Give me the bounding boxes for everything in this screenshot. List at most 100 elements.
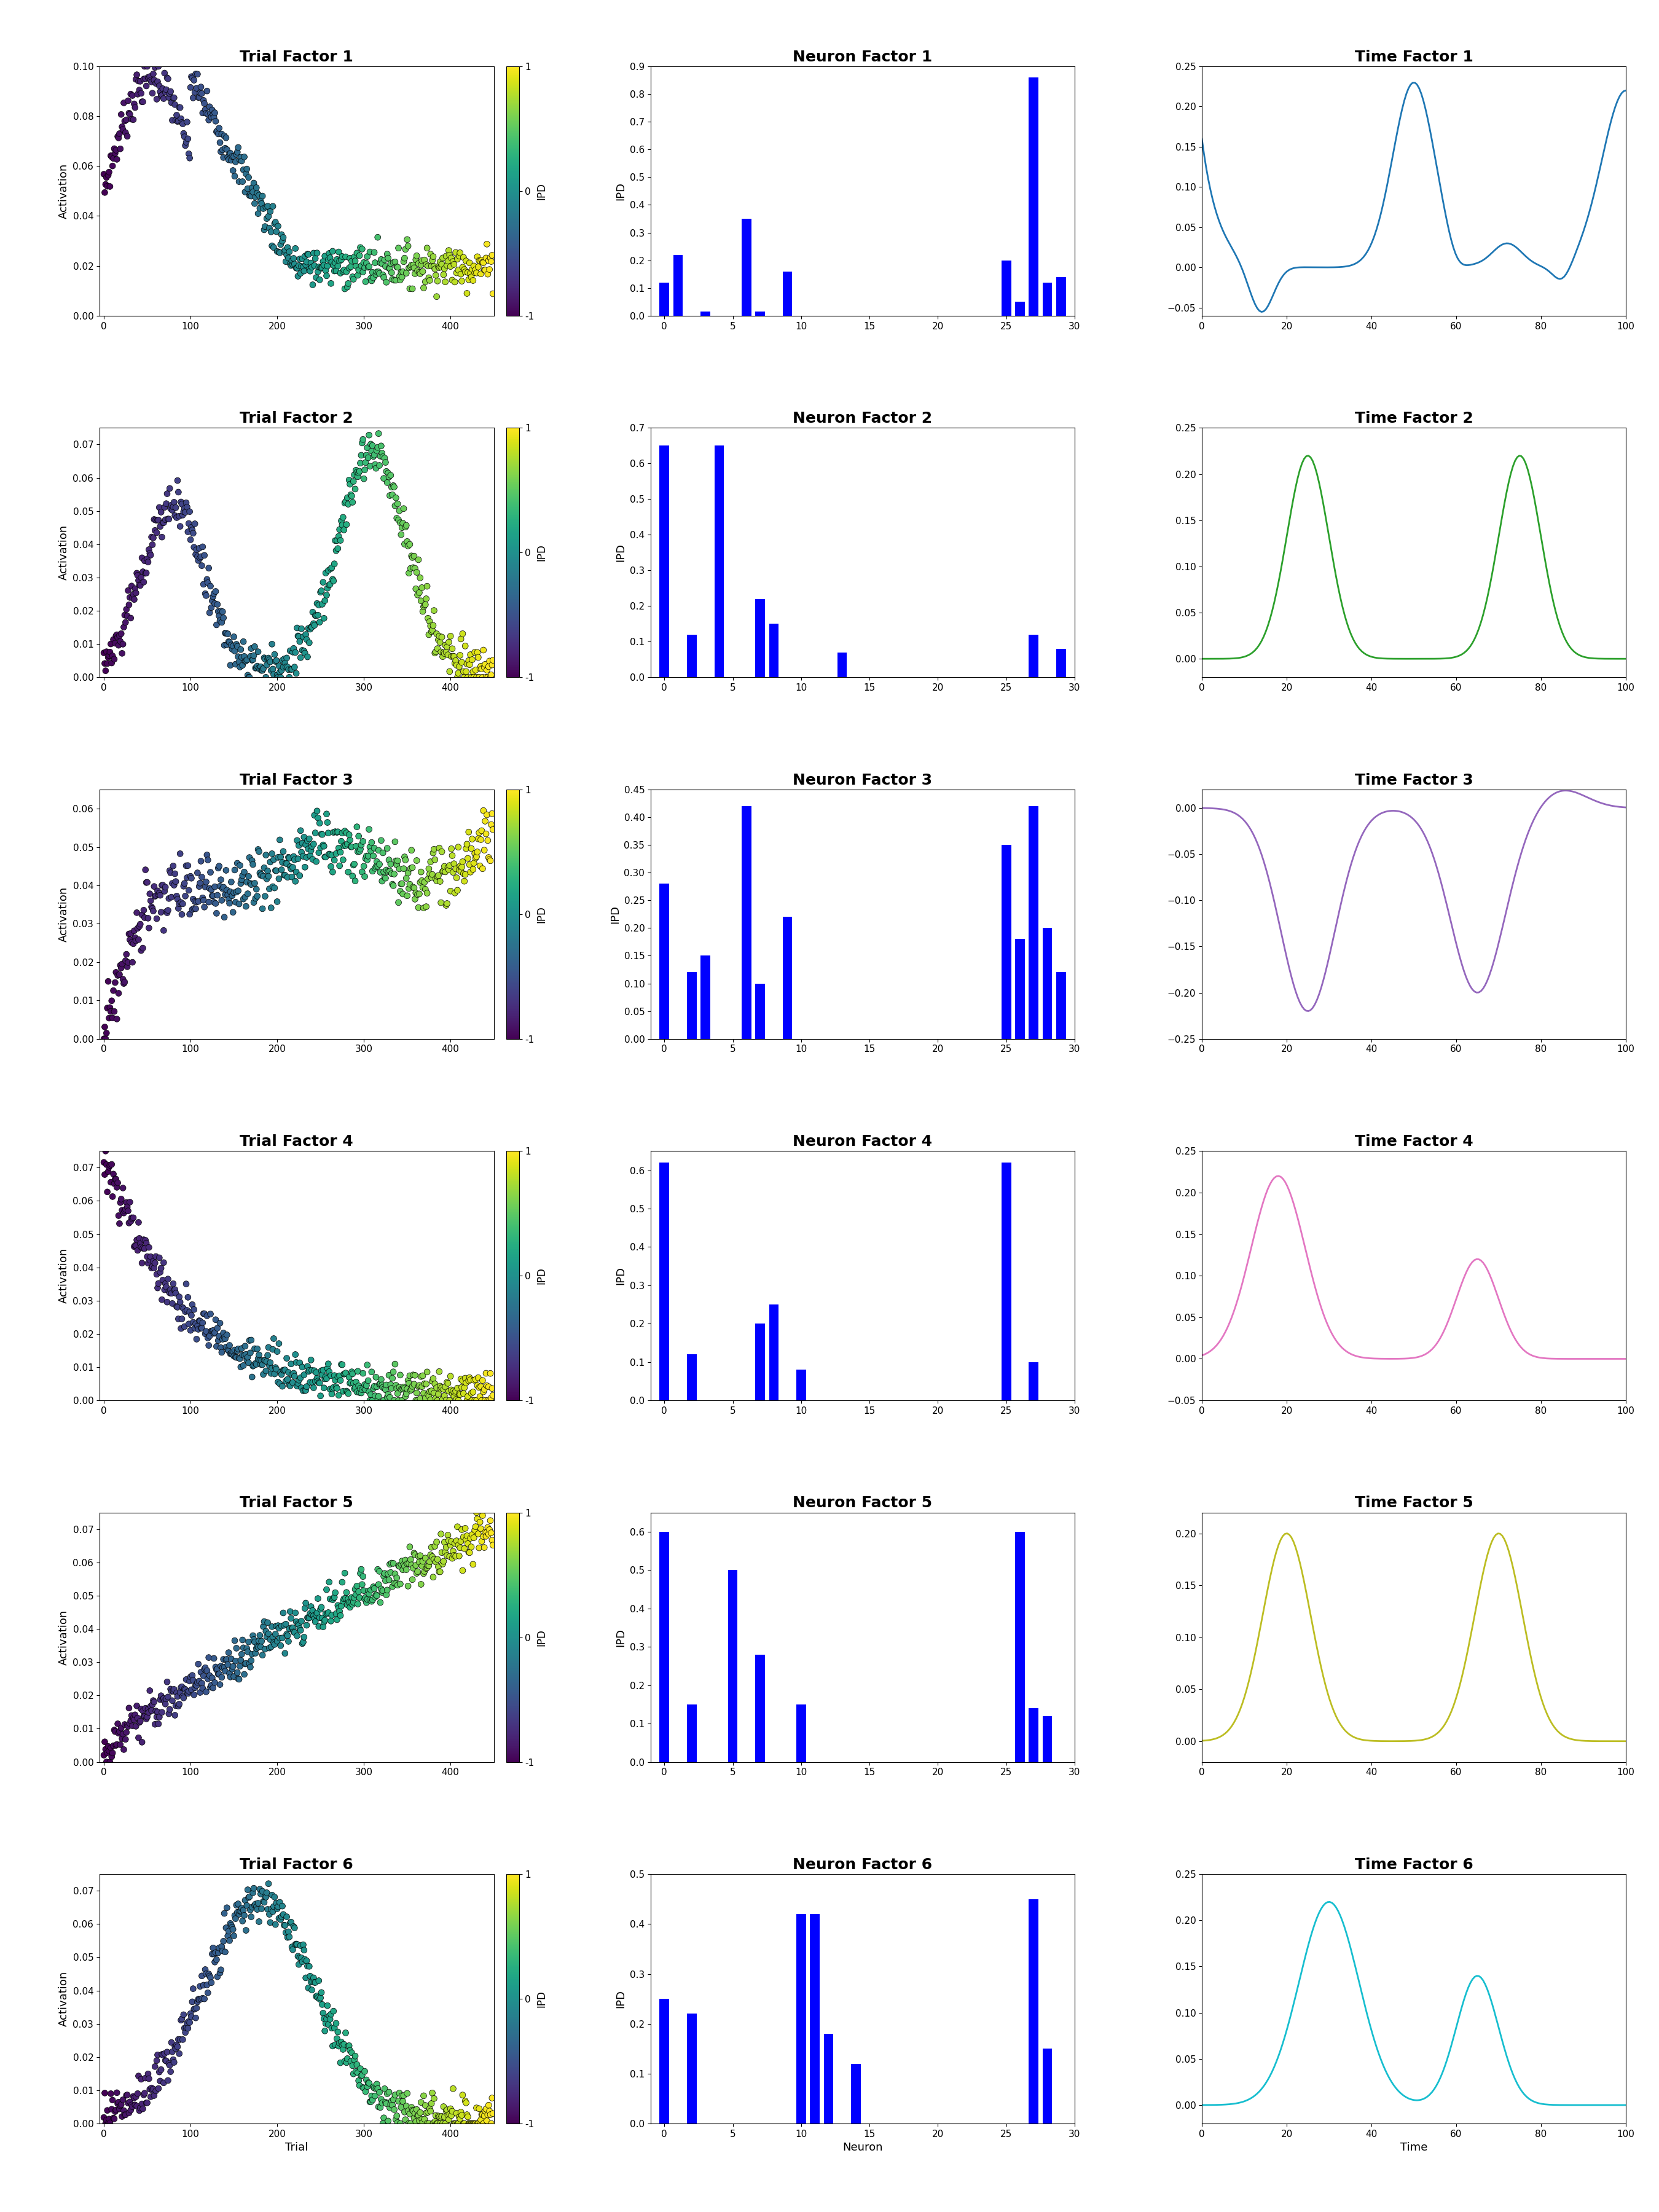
Point bbox=[390, 876, 416, 911]
Point bbox=[255, 1329, 282, 1365]
Point bbox=[236, 159, 262, 195]
Point bbox=[387, 852, 413, 887]
Point bbox=[335, 2028, 362, 2064]
Point bbox=[149, 2037, 176, 2073]
Point bbox=[322, 1358, 348, 1394]
Bar bbox=[1029, 77, 1039, 316]
Point bbox=[186, 1312, 212, 1347]
Point bbox=[133, 2086, 159, 2121]
Point bbox=[139, 1250, 166, 1285]
Point bbox=[410, 270, 436, 305]
Point bbox=[282, 1615, 309, 1650]
Point bbox=[443, 2095, 469, 2130]
Point bbox=[161, 1272, 187, 1307]
Point bbox=[353, 246, 380, 281]
Point bbox=[430, 1546, 456, 1582]
Point bbox=[469, 1374, 496, 1409]
Point bbox=[191, 883, 217, 918]
Point bbox=[159, 2042, 186, 2077]
Point bbox=[451, 1531, 478, 1566]
Point bbox=[328, 2028, 355, 2064]
Point bbox=[309, 1599, 335, 1635]
Point bbox=[232, 157, 259, 192]
Point bbox=[244, 175, 270, 210]
Point bbox=[406, 1380, 433, 1416]
Point bbox=[392, 2101, 418, 2137]
Point bbox=[443, 1374, 469, 1409]
Bar bbox=[1002, 261, 1010, 316]
Point bbox=[91, 1157, 118, 1192]
Point bbox=[280, 241, 307, 276]
Point bbox=[342, 1571, 368, 1606]
Point bbox=[390, 1553, 416, 1588]
Point bbox=[184, 1668, 211, 1703]
Point bbox=[212, 1933, 239, 1969]
Point bbox=[146, 502, 173, 538]
Point bbox=[285, 617, 312, 653]
Point bbox=[357, 2084, 383, 2119]
Point bbox=[383, 263, 410, 299]
Point bbox=[290, 1374, 317, 1409]
Point bbox=[158, 880, 184, 916]
Point bbox=[320, 1371, 347, 1407]
Point bbox=[176, 896, 202, 931]
Point bbox=[330, 1584, 357, 1619]
Point bbox=[91, 1736, 118, 1772]
Point bbox=[214, 1641, 241, 1677]
Point bbox=[428, 619, 455, 655]
Point bbox=[262, 1880, 289, 1916]
Point bbox=[418, 1531, 445, 1566]
Point bbox=[438, 241, 465, 276]
Point bbox=[100, 148, 126, 184]
Point bbox=[194, 843, 221, 878]
Point bbox=[299, 611, 325, 646]
Point bbox=[141, 2077, 168, 2112]
Point bbox=[128, 64, 154, 100]
Point bbox=[320, 814, 347, 849]
Point bbox=[333, 480, 360, 515]
Point bbox=[469, 633, 496, 668]
Point bbox=[428, 246, 455, 281]
Point bbox=[189, 95, 216, 131]
Point bbox=[471, 650, 498, 686]
Point bbox=[375, 1562, 401, 1597]
Point bbox=[101, 964, 128, 1000]
Point bbox=[289, 1604, 315, 1639]
Point bbox=[390, 2077, 416, 2112]
Point bbox=[161, 498, 187, 533]
Point bbox=[393, 509, 420, 544]
Point bbox=[307, 1593, 333, 1628]
Point bbox=[390, 254, 416, 290]
Point bbox=[95, 964, 121, 1000]
Point bbox=[327, 243, 353, 279]
Point bbox=[222, 646, 249, 681]
Point bbox=[186, 1982, 212, 2017]
Point bbox=[353, 838, 380, 874]
Point bbox=[171, 2011, 197, 2046]
Point bbox=[96, 637, 123, 672]
Point bbox=[337, 823, 363, 858]
Point bbox=[207, 1951, 234, 1986]
Point bbox=[264, 215, 290, 250]
Point bbox=[401, 1358, 428, 1394]
Point bbox=[383, 250, 410, 285]
Point bbox=[251, 639, 277, 675]
Point bbox=[297, 834, 324, 869]
Point bbox=[363, 1577, 390, 1613]
Point bbox=[418, 1537, 445, 1573]
Point bbox=[395, 1363, 421, 1398]
Point bbox=[123, 1228, 149, 1263]
Point bbox=[191, 1296, 217, 1332]
Point bbox=[363, 434, 390, 469]
Point bbox=[108, 951, 134, 987]
Point bbox=[143, 1256, 169, 1292]
Point bbox=[438, 1358, 465, 1394]
Point bbox=[290, 250, 317, 285]
Point bbox=[105, 1166, 131, 1201]
Point bbox=[252, 659, 279, 695]
Point bbox=[304, 1597, 330, 1632]
Point bbox=[279, 1365, 305, 1400]
Point bbox=[393, 860, 420, 896]
Point bbox=[153, 487, 179, 522]
Point bbox=[187, 865, 214, 900]
